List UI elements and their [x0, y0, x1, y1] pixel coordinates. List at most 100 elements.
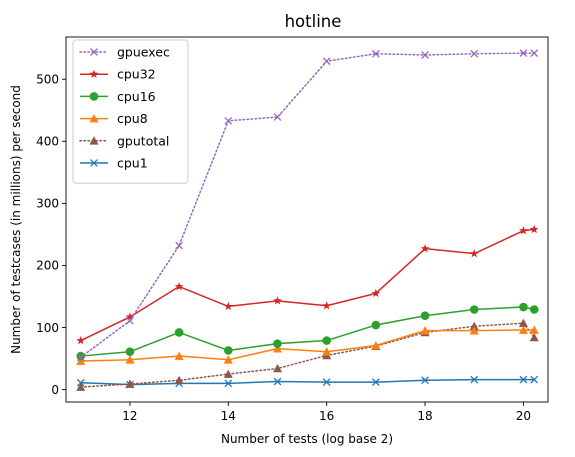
data-point	[529, 224, 539, 234]
legend-swatch-marker	[90, 48, 98, 56]
data-point	[518, 318, 528, 327]
legend: gpuexec cpu32 cpu16 cpu8 gputotal cpu1	[72, 39, 189, 184]
data-point	[469, 321, 479, 331]
legend-label: gpuexec	[117, 45, 170, 60]
x-tick-label: 20	[516, 409, 531, 423]
data-point	[175, 241, 183, 250]
series-cpu32	[76, 224, 539, 345]
data-point	[469, 305, 479, 314]
data-point	[421, 376, 429, 385]
data-point	[322, 378, 331, 386]
data-point	[273, 296, 282, 305]
data-point	[469, 326, 479, 335]
legend-entry-cpu16: cpu16	[80, 89, 156, 104]
legend-swatch-marker	[89, 114, 99, 123]
legend-box	[72, 39, 189, 184]
data-point	[371, 49, 380, 58]
data-point	[371, 341, 381, 350]
data-point	[125, 379, 135, 388]
series-cpu8	[76, 325, 539, 365]
data-point	[420, 244, 430, 253]
data-point	[322, 57, 331, 66]
legend-swatch-marker	[89, 69, 99, 78]
data-point	[224, 116, 233, 125]
legend-swatch-marker	[89, 136, 99, 145]
data-point	[272, 363, 282, 373]
data-point	[76, 382, 86, 391]
data-point	[322, 336, 331, 345]
y-tick-label: 400	[36, 135, 59, 149]
legend-entry-gpuexec: gpuexec	[79, 45, 170, 60]
series-line-cpu16	[80, 306, 535, 357]
data-point	[469, 249, 479, 258]
legend-swatch-marker	[89, 92, 99, 101]
legend-swatch-marker	[90, 159, 98, 167]
data-point	[174, 375, 184, 385]
data-point	[371, 288, 381, 298]
data-point	[76, 351, 86, 361]
legend-label: cpu1	[117, 156, 148, 171]
data-point	[371, 378, 380, 386]
data-point	[273, 339, 282, 348]
series-cpu16	[76, 302, 539, 361]
data-point	[519, 375, 528, 384]
data-point	[529, 332, 539, 342]
data-point	[174, 351, 184, 360]
data-point	[518, 325, 528, 334]
data-point	[272, 344, 282, 353]
x-axis-title: Number of tests (log base 2)	[221, 432, 393, 446]
data-point	[125, 312, 135, 321]
y-axis-title: Number of testcases (in millions) per se…	[9, 85, 23, 354]
x-tick-label: 12	[122, 409, 137, 423]
data-point	[371, 320, 381, 330]
series-gpuexec	[76, 49, 539, 362]
y-tick-label: 200	[36, 259, 59, 273]
data-point	[273, 377, 282, 386]
data-point	[470, 49, 479, 58]
series-line-cpu8	[80, 329, 535, 362]
legend-entry-gputotal: gputotal	[79, 133, 169, 148]
data-point	[223, 355, 233, 364]
data-point	[420, 311, 430, 321]
data-point	[223, 369, 233, 378]
y-tick-label: 500	[36, 73, 59, 87]
data-point	[125, 347, 135, 357]
legend-label: gputotal	[117, 133, 169, 148]
chart-title: hotline	[285, 12, 342, 31]
legend-entry-cpu8: cpu8	[80, 111, 148, 126]
data-point	[519, 302, 528, 312]
series-line-cpu32	[80, 228, 535, 342]
plot-area	[76, 49, 539, 391]
y-tick-label: 0	[51, 383, 59, 397]
plot-frame	[65, 36, 549, 403]
data-point	[76, 353, 85, 362]
legend-label: cpu16	[117, 89, 156, 104]
x-tick-label: 18	[417, 409, 432, 423]
y-tick-label: 100	[36, 321, 59, 335]
legend-entry-cpu1: cpu1	[80, 156, 148, 171]
y-tick-label: 300	[36, 197, 59, 211]
data-point	[420, 326, 430, 335]
data-point	[529, 305, 539, 314]
data-point	[322, 347, 332, 356]
legend-entry-cpu32: cpu32	[80, 67, 156, 82]
data-point	[174, 281, 184, 291]
data-point	[76, 335, 86, 345]
legend-label: cpu8	[117, 111, 148, 126]
data-point	[76, 356, 86, 365]
data-point	[421, 51, 429, 59]
data-point	[322, 301, 332, 310]
data-point	[174, 328, 184, 337]
data-point	[530, 375, 539, 384]
data-point	[224, 379, 233, 388]
data-point	[519, 226, 528, 235]
data-point	[519, 49, 528, 57]
data-point	[273, 113, 282, 121]
legend-label: cpu32	[117, 67, 156, 82]
series-line-gputotal	[80, 322, 535, 388]
data-point	[530, 49, 539, 57]
data-point	[529, 325, 539, 334]
data-point	[126, 316, 134, 325]
